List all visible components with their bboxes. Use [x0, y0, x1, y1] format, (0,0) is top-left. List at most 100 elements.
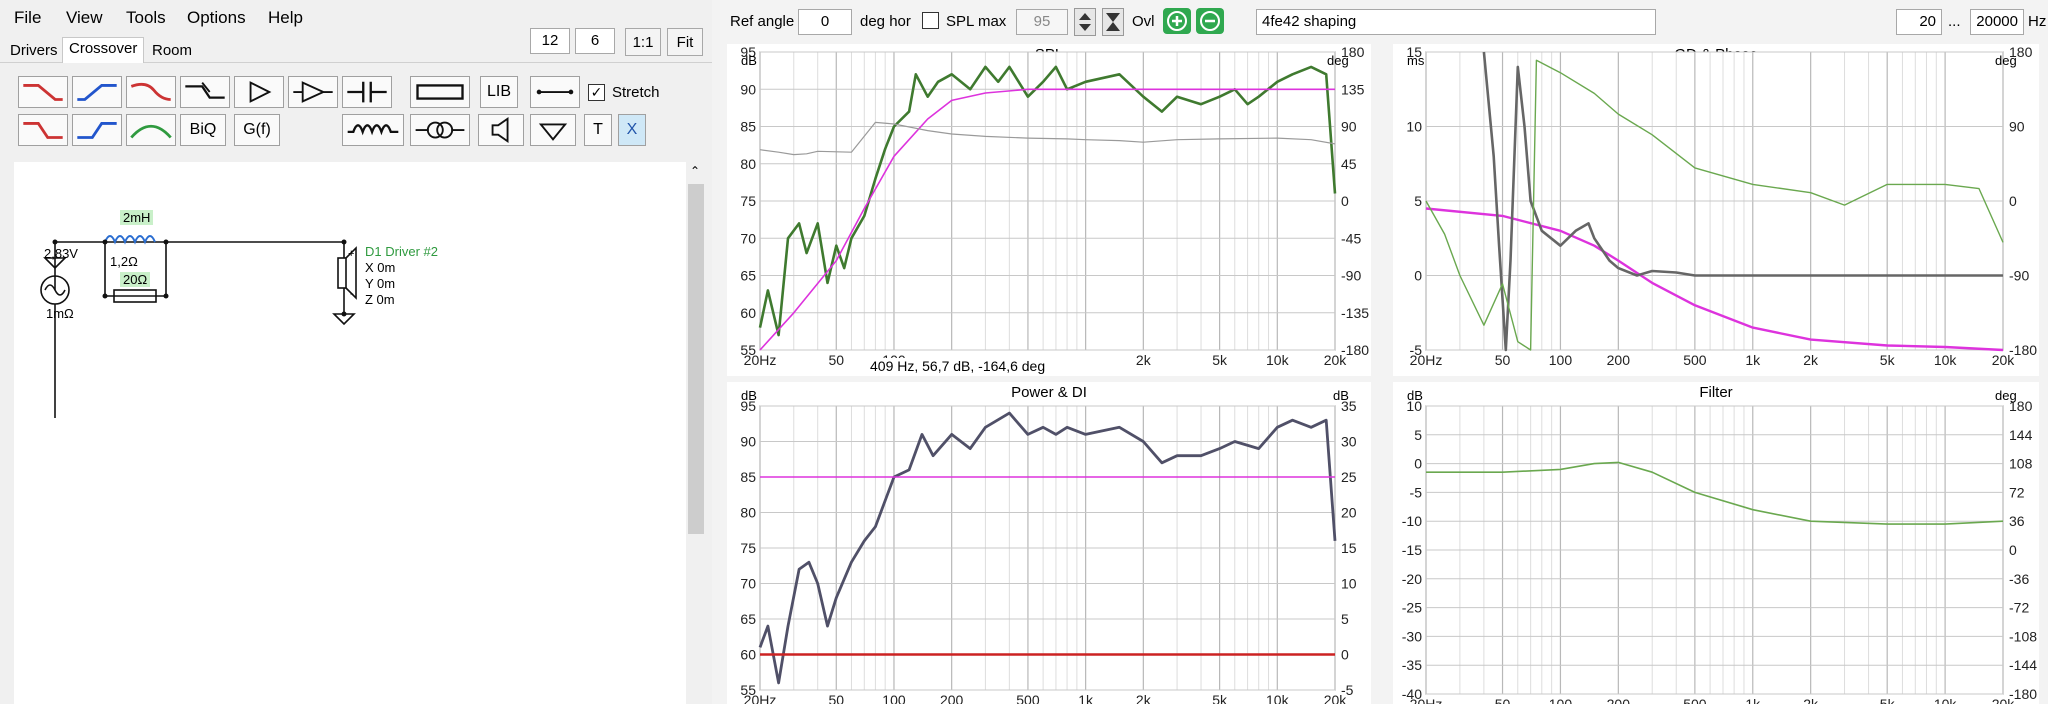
- stretch-label: Stretch: [612, 84, 660, 101]
- opamp-button[interactable]: [288, 76, 338, 108]
- resistor-branch: [104, 242, 167, 297]
- y-tick-label: -35: [1402, 657, 1422, 673]
- schematic-scrollbar[interactable]: ⌃: [686, 162, 706, 704]
- y2-tick-label: -72: [2009, 600, 2029, 616]
- y2-tick-label: -90: [1341, 268, 1361, 284]
- curve-name-input[interactable]: 4fe42 shaping: [1256, 9, 1656, 35]
- menu-view[interactable]: View: [66, 8, 103, 27]
- lowpass-curve-button[interactable]: [126, 76, 176, 108]
- scrollbar-thumb[interactable]: [688, 184, 704, 534]
- inductor-value-label[interactable]: 2mH: [120, 210, 154, 225]
- x-tick-label: 2k: [1136, 352, 1152, 368]
- x-tick-label: 50: [828, 352, 844, 368]
- menu-options[interactable]: Options: [187, 8, 246, 27]
- spl-phase-series: [759, 121, 1336, 156]
- spl-max-input[interactable]: 95: [1016, 9, 1068, 35]
- x-tick-label: 5k: [1212, 692, 1228, 704]
- x-tick-label: 20k: [1324, 692, 1348, 704]
- y-tick-label: -40: [1402, 686, 1422, 702]
- resistor-symbol: [113, 289, 157, 303]
- x-tick-label: 5k: [1880, 696, 1896, 704]
- capacitor-button[interactable]: [342, 76, 392, 108]
- y-tick-label: 60: [740, 305, 756, 321]
- y-tick-label: 10: [1406, 398, 1422, 414]
- tab-drivers[interactable]: Drivers: [10, 42, 58, 59]
- y-tick-label: 5: [1414, 193, 1422, 209]
- highpass-blue-button[interactable]: [72, 76, 122, 108]
- x-button[interactable]: X: [618, 114, 646, 146]
- collapse-button[interactable]: [1102, 8, 1124, 36]
- resistor-button[interactable]: [410, 76, 470, 108]
- ref-angle-input[interactable]: 0: [798, 9, 852, 35]
- gd-phase-graph[interactable]: GD & Phase 151801090500-90-5-18020Hz5010…: [1393, 44, 2039, 376]
- biq-button[interactable]: BiQ: [180, 114, 226, 146]
- t-button[interactable]: T: [584, 114, 612, 146]
- transformer-button[interactable]: [410, 114, 470, 146]
- wire-button[interactable]: [530, 76, 580, 108]
- speaker-button[interactable]: [478, 114, 524, 146]
- left-panel: File View Tools Options Help 12 6 1:1 Fi…: [0, 0, 712, 704]
- y2-tick-label: -180: [2009, 342, 2037, 358]
- y-tick-label: 55: [740, 682, 756, 698]
- freq-min-input[interactable]: 20: [1896, 9, 1942, 35]
- y2-tick-label: 20: [1341, 505, 1357, 521]
- value-box-1[interactable]: 12: [530, 28, 570, 54]
- buffer-button[interactable]: [234, 76, 284, 108]
- freq-range-dots: ...: [1948, 13, 1961, 30]
- spl-target-series: [759, 88, 1335, 351]
- spl-plot: 95 180 90 135 85 90 80 45 75 0 70 -45 65 -90 60 -135 55 -…: [740, 44, 1369, 368]
- y-tick-label: 95: [740, 44, 756, 60]
- tab-room[interactable]: Room: [152, 42, 193, 59]
- graphs-area: Ref angle 0 deg hor SPL max 95 Ovl 4fe42…: [712, 0, 2048, 704]
- menu-file[interactable]: File: [14, 8, 42, 27]
- lowpass-red-2-button[interactable]: [18, 114, 68, 146]
- y-tick-label: 55: [740, 342, 756, 358]
- menu-help[interactable]: Help: [268, 8, 303, 27]
- lib-button[interactable]: LIB: [480, 76, 518, 108]
- filter-graph[interactable]: Filter 10 180 5 144 0 108 -5 72 -10 36 -15 0 -20 -36 -…: [1393, 382, 2039, 704]
- schematic-area[interactable]: 2,83V 1mΩ 2mH 1,2Ω 20Ω D1 Driver #2 X 0m…: [14, 162, 686, 704]
- y2-tick-label: 10: [1341, 576, 1357, 592]
- highpass-blue-2-button[interactable]: [72, 114, 122, 146]
- bandpass-button[interactable]: [126, 114, 176, 146]
- power-response-series: [758, 411, 1337, 685]
- y-tick-label: 70: [740, 576, 756, 592]
- driver-name-label[interactable]: D1 Driver #2: [365, 244, 438, 259]
- ovl-label: Ovl: [1132, 13, 1155, 30]
- power-di-graph[interactable]: Power & DI 95 35 90 30 85 25 80 20 75 15 70 10 65 5 60…: [727, 382, 1371, 704]
- remove-overlay-button[interactable]: [1196, 8, 1224, 34]
- y-tick-label: 65: [740, 268, 756, 284]
- resistor-value-label[interactable]: 20Ω: [120, 272, 151, 287]
- gf-button[interactable]: G(f): [234, 114, 280, 146]
- y2-tick-label: 180: [1341, 44, 1365, 60]
- spl-max-spinner[interactable]: [1074, 8, 1096, 36]
- one-to-one-button[interactable]: 1:1: [625, 28, 661, 56]
- y2-tick-label: -180: [2009, 686, 2037, 702]
- inductor-button[interactable]: [342, 114, 404, 146]
- y-tick-label: -20: [1402, 571, 1422, 587]
- driver-x-label: X 0m: [365, 260, 396, 275]
- add-overlay-button[interactable]: [1163, 8, 1191, 34]
- y-tick-label: -15: [1402, 542, 1422, 558]
- bandpass-icon: [130, 124, 172, 139]
- ground-button[interactable]: [530, 114, 576, 146]
- resistor-icon: [416, 84, 464, 100]
- spl-max-checkbox[interactable]: [922, 12, 939, 29]
- stretch-checkbox[interactable]: ✓: [588, 84, 605, 101]
- fit-button[interactable]: Fit: [667, 28, 703, 56]
- inductor-symbol: [104, 235, 156, 245]
- inductor-res-label: 1,2Ω: [110, 254, 138, 269]
- freq-max-input[interactable]: 20000: [1970, 9, 2024, 35]
- menu-tools[interactable]: Tools: [126, 8, 166, 27]
- y2-tick-label: 0: [1341, 193, 1349, 209]
- shelf-button[interactable]: [180, 76, 230, 108]
- value-box-2[interactable]: 6: [575, 28, 615, 54]
- tab-crossover[interactable]: Crossover: [62, 37, 145, 63]
- y2-tick-label: -144: [2009, 657, 2037, 673]
- ref-angle-label: Ref angle: [730, 13, 795, 30]
- lowpass-red-button[interactable]: [18, 76, 68, 108]
- y2-tick-label: 144: [2009, 427, 2033, 443]
- x-tick-label: 10k: [1934, 696, 1958, 704]
- scroll-up-icon[interactable]: ⌃: [690, 164, 701, 178]
- spl-graph[interactable]: SPL 95180901358590804575070-4565-9060-13…: [727, 44, 1371, 376]
